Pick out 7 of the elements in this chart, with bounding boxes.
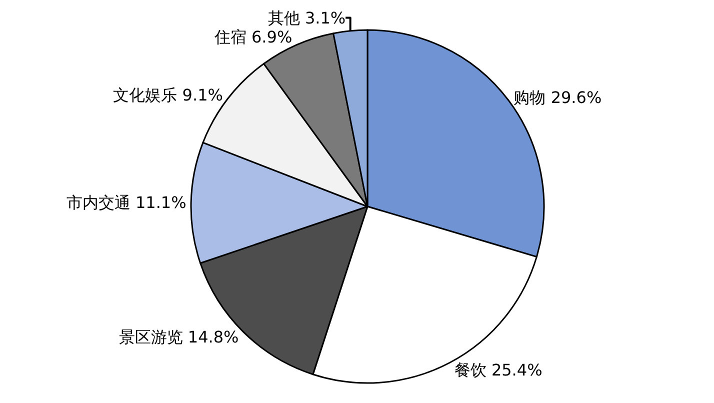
slice-label: 其他 3.1% — [268, 8, 346, 28]
slice-label: 住宿 6.9% — [213, 27, 292, 46]
slice-label: 文化娱乐 9.1% — [113, 86, 223, 105]
slice-label: 景区游览 14.8% — [118, 327, 239, 346]
slice-label: 购物 29.6% — [514, 88, 602, 108]
slice-label: 餐饮 25.4% — [454, 360, 542, 380]
slice-label: 市内交通 11.1% — [66, 193, 186, 212]
